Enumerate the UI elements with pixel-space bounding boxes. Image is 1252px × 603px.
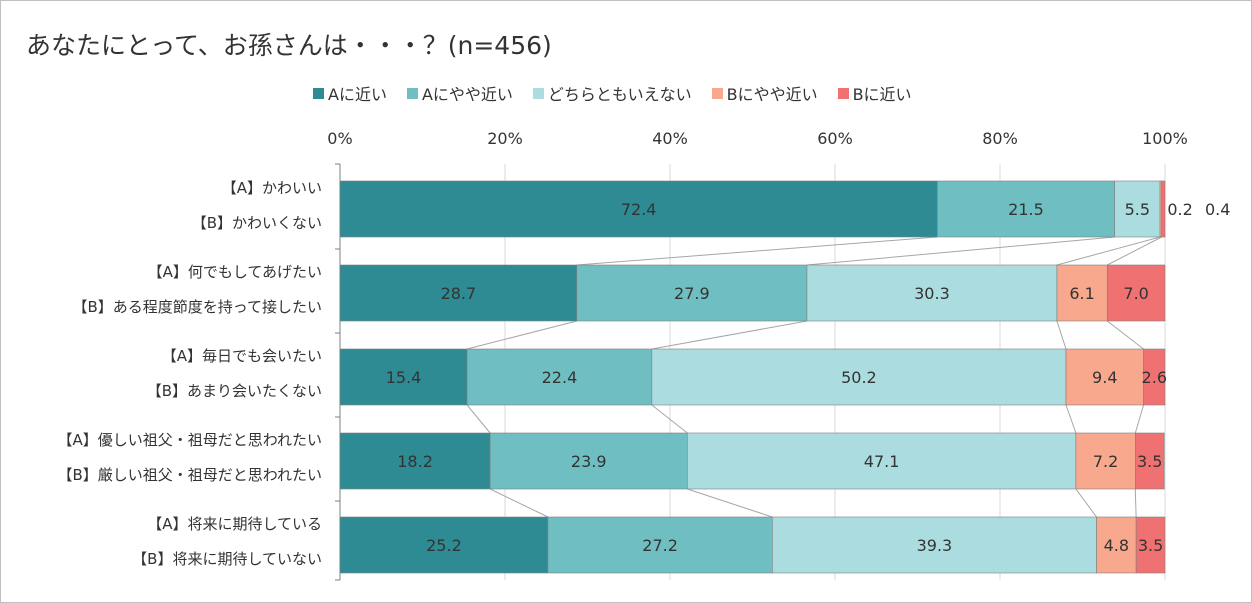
data-label: 7.0 xyxy=(1123,284,1148,303)
data-label: 25.2 xyxy=(426,536,462,555)
legend-item: Aにやや近い xyxy=(406,81,513,105)
legend-label: Bにやや近い xyxy=(726,85,818,104)
category-label: 【B】将来に期待していない xyxy=(132,550,322,568)
data-label: 30.3 xyxy=(914,284,950,303)
category-label: 【B】かわいくない xyxy=(192,214,322,232)
category-label: 【A】かわいい xyxy=(222,179,322,197)
data-label: 27.2 xyxy=(642,536,678,555)
data-label: 72.4 xyxy=(621,200,657,219)
x-tick-label: 60% xyxy=(817,129,853,148)
bar-segment xyxy=(489,432,688,490)
legend-label: Aにやや近い xyxy=(421,85,513,104)
legend-item: Aに近い xyxy=(313,81,387,105)
data-label: 4.8 xyxy=(1104,536,1129,555)
bar-segment xyxy=(1161,180,1166,238)
x-tick-label: 40% xyxy=(652,129,688,148)
series-connector-line xyxy=(1134,488,1137,518)
category-label: 【B】あまり会いたくない xyxy=(147,382,322,400)
bar-segment xyxy=(466,348,653,406)
data-label: 22.4 xyxy=(542,368,578,387)
series-connector-line xyxy=(806,236,1115,266)
data-label: 18.2 xyxy=(397,452,433,471)
series-connector-line xyxy=(576,236,938,266)
legend-label: Aに近い xyxy=(328,85,387,104)
bar-segment xyxy=(547,516,773,574)
legend: Aに近い Aにやや近い どちらともいえない Bにやや近い Bに近い xyxy=(313,82,932,104)
category-label: 【A】何でもしてあげたい xyxy=(148,263,322,281)
legend-swatch xyxy=(711,87,723,99)
legend-item: どちらともいえない xyxy=(532,81,692,105)
series-connector-line xyxy=(489,488,549,518)
series-connector-line xyxy=(1075,488,1097,518)
bar-segment xyxy=(1114,180,1161,238)
bar-segment xyxy=(936,180,1115,238)
x-tick-label: 100% xyxy=(1142,129,1188,148)
bar-segment xyxy=(576,264,808,322)
x-tick-label: 80% xyxy=(982,129,1018,148)
series-connector-line xyxy=(1107,236,1162,266)
bar-segment xyxy=(339,264,578,322)
data-label: 9.4 xyxy=(1092,368,1117,387)
series-connector-line xyxy=(1065,404,1077,434)
category-label: 【A】将来に期待している xyxy=(147,515,322,533)
chart-title: あなたにとって、お孫さんは・・・？(n=456) xyxy=(26,31,552,60)
bar-segment xyxy=(1135,432,1165,490)
legend-label: Bに近い xyxy=(852,85,912,104)
data-label: 50.2 xyxy=(841,368,877,387)
x-tick-label: 20% xyxy=(487,129,523,148)
bar-segment xyxy=(1106,264,1166,322)
data-label: 23.9 xyxy=(571,452,607,471)
bar-segment xyxy=(1065,348,1144,406)
bar-segment xyxy=(339,516,549,574)
bar-segment xyxy=(1143,348,1166,406)
series-connector-line xyxy=(466,320,577,350)
data-label: 0.4 xyxy=(1205,200,1230,219)
legend-label: どちらともいえない xyxy=(547,85,692,104)
data-label: 2.6 xyxy=(1142,368,1167,387)
bar-segment xyxy=(687,432,1077,490)
series-connector-line xyxy=(466,404,491,434)
series-connector-line xyxy=(1056,320,1067,350)
data-label: 21.5 xyxy=(1008,200,1044,219)
data-label: 3.5 xyxy=(1137,452,1162,471)
data-label: 5.5 xyxy=(1125,200,1150,219)
data-label: 7.2 xyxy=(1093,452,1118,471)
bar-segment xyxy=(1056,264,1108,322)
series-connector-line xyxy=(651,320,808,350)
series-connector-line xyxy=(651,404,688,434)
data-label: 15.4 xyxy=(386,368,422,387)
data-label: 0.2 xyxy=(1167,200,1192,219)
data-label: 27.9 xyxy=(674,284,710,303)
legend-swatch xyxy=(532,87,544,99)
bar-segment xyxy=(1075,432,1136,490)
category-label: 【B】厳しい祖父・祖母だと思われたい xyxy=(57,466,322,484)
x-tick-label: 0% xyxy=(327,129,352,148)
data-label: 47.1 xyxy=(864,452,900,471)
data-label: 6.1 xyxy=(1069,284,1094,303)
bar-segment xyxy=(771,516,1097,574)
bar-segment xyxy=(339,348,468,406)
category-label: 【B】ある程度節度を持って接したい xyxy=(72,298,322,316)
bar-segment xyxy=(339,180,938,238)
series-connector-line xyxy=(687,488,773,518)
bar-segment xyxy=(651,348,1067,406)
legend-swatch xyxy=(313,87,324,99)
bar-segment xyxy=(339,432,491,490)
legend-item: Bに近い xyxy=(837,81,912,105)
legend-swatch xyxy=(406,87,418,99)
series-connector-line xyxy=(1134,404,1145,434)
series-connector-line xyxy=(1056,236,1161,266)
series-connector-line xyxy=(1106,320,1144,350)
legend-swatch xyxy=(837,87,849,99)
category-label: 【A】毎日でも会いたい xyxy=(162,347,322,365)
bar-segment xyxy=(1096,516,1137,574)
data-label: 28.7 xyxy=(441,284,477,303)
data-label: 3.5 xyxy=(1138,536,1163,555)
bar-segment xyxy=(806,264,1058,322)
data-label: 39.3 xyxy=(917,536,953,555)
bar-segment xyxy=(1135,516,1166,574)
category-label: 【A】優しい祖父・祖母だと思われたい xyxy=(57,431,322,449)
legend-item: Bにやや近い xyxy=(711,81,818,105)
